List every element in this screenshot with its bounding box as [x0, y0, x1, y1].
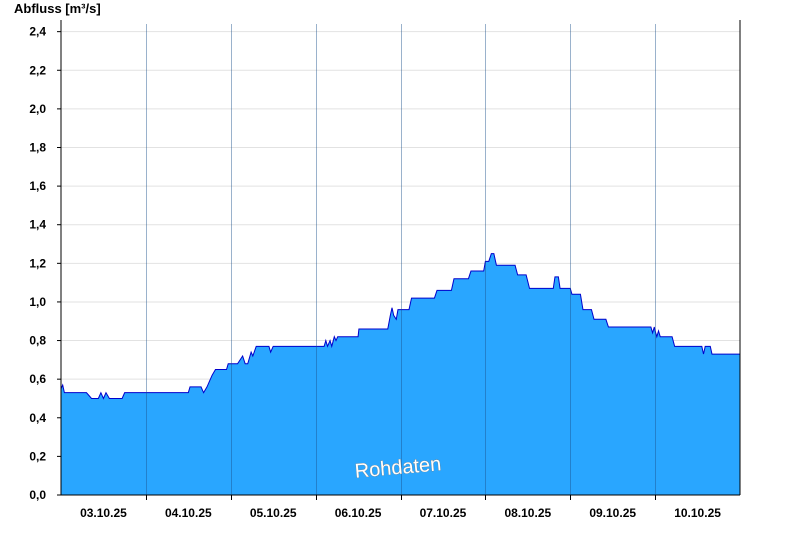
- x-tick-label: 04.10.25: [165, 506, 212, 520]
- x-tick-labels: 03.10.25 04.10.25 05.10.25 06.10.25 07.10.25…: [80, 495, 721, 520]
- y-tick-label: 0,0: [29, 488, 46, 502]
- x-tick-label: 05.10.25: [250, 506, 297, 520]
- x-tick-label: 10.10.25: [674, 506, 721, 520]
- y-tick-label: 0,8: [29, 334, 46, 348]
- discharge-line: [60, 253, 740, 400]
- x-tick-label: 03.10.25: [80, 506, 127, 520]
- x-tick-label: 09.10.25: [589, 506, 636, 520]
- axes: [60, 20, 741, 496]
- y-tick-labels: 0,0 0,2 0,4 0,6 0,8 1,0 1,2 1,4 1,6 1,8 2,0 2,2 2,4: [29, 25, 61, 502]
- y-tick-label: 2,4: [29, 25, 46, 39]
- y-tick-label: 2,2: [29, 63, 46, 77]
- y-tick-label: 1,6: [29, 179, 46, 193]
- x-tick-label: 06.10.25: [335, 506, 382, 520]
- y-tick-label: 0,6: [29, 372, 46, 386]
- x-tick-label: 08.10.25: [504, 506, 551, 520]
- x-tick-label: 07.10.25: [420, 506, 467, 520]
- y-tick-label: 0,2: [29, 449, 46, 463]
- y-tick-label: 1,0: [29, 295, 46, 309]
- day-boundary-lines: [146, 24, 656, 495]
- y-tick-label: 0,4: [29, 411, 46, 425]
- y-axis-title: Abfluss [m³/s]: [14, 1, 101, 16]
- y-tick-label: 1,8: [29, 140, 46, 154]
- y-tick-label: 1,4: [29, 218, 46, 232]
- y-tick-label: 1,2: [29, 256, 46, 270]
- y-tick-label: 2,0: [29, 102, 46, 116]
